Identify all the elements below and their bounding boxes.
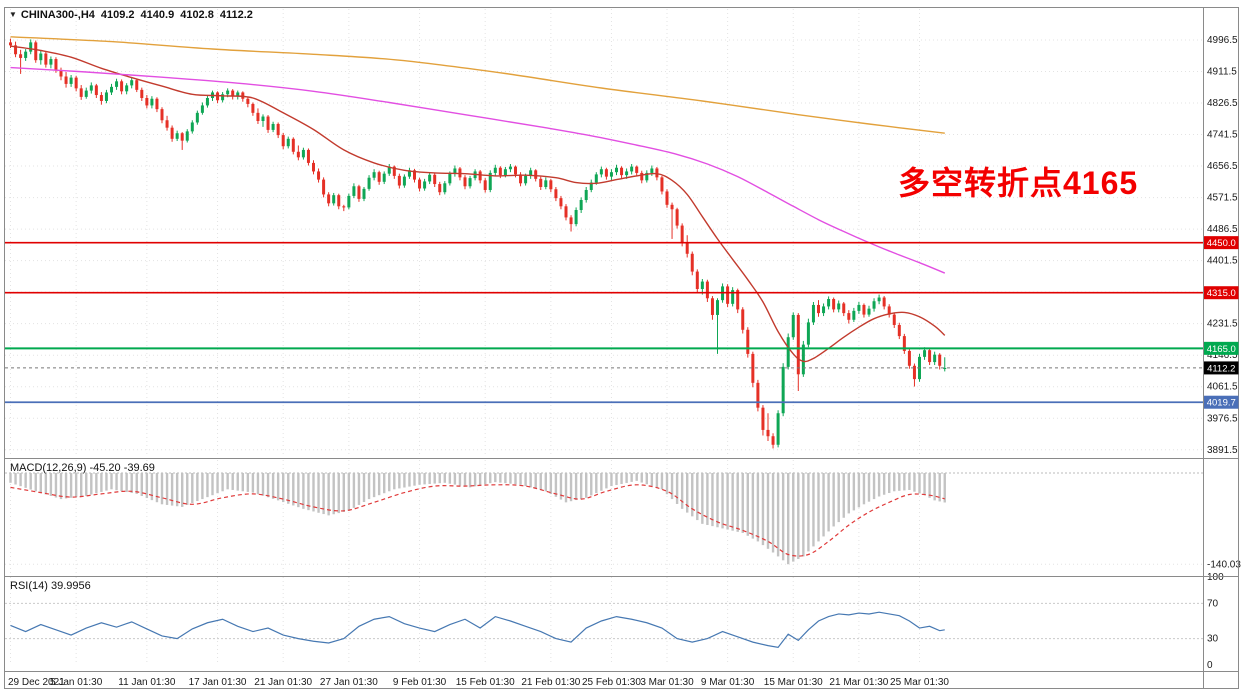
rsi-label: RSI(14) 39.9956: [10, 580, 91, 592]
svg-text:17 Jan 01:30: 17 Jan 01:30: [189, 677, 247, 688]
price-badges: 4450.0 4315.0 4165.0 4019.7 4112.2: [1204, 236, 1239, 409]
ma-fast-line: [10, 45, 946, 363]
annotation-text: 多空转折点4165: [898, 165, 1139, 201]
svg-text:25 Feb 01:30: 25 Feb 01:30: [582, 677, 641, 688]
svg-text:3 Mar 01:30: 3 Mar 01:30: [640, 677, 694, 688]
candles: [9, 38, 947, 449]
price-badge: [1204, 341, 1239, 355]
svg-text:11 Jan 01:30: 11 Jan 01:30: [118, 677, 176, 688]
quote-close: 4112.2: [219, 9, 253, 21]
svg-text:4571.5: 4571.5: [1207, 193, 1238, 204]
quote-open: 4109.2: [100, 9, 135, 21]
rsi-line: [10, 611, 945, 649]
svg-text:3976.5: 3976.5: [1207, 413, 1238, 424]
svg-text:5 Jan 01:30: 5 Jan 01:30: [50, 677, 103, 688]
price-badge: [1204, 236, 1239, 250]
symbol-name: CHINA300-,H4: [20, 9, 95, 21]
svg-text:4911.5: 4911.5: [1207, 66, 1237, 77]
svg-text:70: 70: [1207, 598, 1219, 609]
svg-text:4450.0: 4450.0: [1207, 238, 1236, 249]
svg-text:4826.5: 4826.5: [1207, 98, 1238, 109]
svg-text:0: 0: [1207, 660, 1213, 671]
macd-label: MACD(12,26,9) -45.20 -39.69: [10, 462, 155, 474]
svg-text:29 Dec 2021: 29 Dec 2021: [8, 677, 65, 688]
price-badge: [1204, 286, 1239, 300]
svg-text:4486.5: 4486.5: [1207, 224, 1238, 235]
svg-text:4165.0: 4165.0: [1207, 344, 1236, 355]
macd-signal-line: [10, 484, 945, 557]
symbol-dropdown-icon[interactable]: ▼: [9, 10, 17, 19]
svg-text:30: 30: [1207, 634, 1219, 645]
rsi-axis-labels: 100 70 30 0: [1207, 572, 1224, 671]
svg-text:4061.5: 4061.5: [1207, 382, 1238, 393]
svg-text:4146.5: 4146.5: [1207, 350, 1238, 361]
svg-text:9 Mar 01:30: 9 Mar 01:30: [701, 677, 755, 688]
price-badge: [1204, 395, 1239, 409]
svg-text:100: 100: [1207, 572, 1224, 583]
svg-text:27 Jan 01:30: 27 Jan 01:30: [320, 677, 378, 688]
svg-text:21 Jan 01:30: 21 Jan 01:30: [254, 677, 312, 688]
svg-text:4401.5: 4401.5: [1207, 256, 1238, 267]
svg-text:4996.5: 4996.5: [1207, 35, 1238, 46]
svg-text:25 Mar 01:30: 25 Mar 01:30: [890, 677, 949, 688]
svg-text:4656.5: 4656.5: [1207, 161, 1238, 172]
svg-text:4315.0: 4315.0: [1207, 288, 1236, 299]
svg-text:21 Feb 01:30: 21 Feb 01:30: [521, 677, 580, 688]
price-gridlines: [5, 39, 1203, 451]
macd-histogram: [5, 472, 1203, 565]
svg-text:4112.2: 4112.2: [1207, 363, 1235, 374]
svg-text:9 Feb 01:30: 9 Feb 01:30: [393, 677, 447, 688]
quote-low: 4102.8: [180, 9, 214, 21]
svg-text:15 Mar 01:30: 15 Mar 01:30: [764, 677, 823, 688]
quote-high: 4140.9: [140, 9, 175, 21]
svg-text:3891.5: 3891.5: [1207, 445, 1238, 456]
svg-text:4231.5: 4231.5: [1207, 319, 1238, 330]
ma-mid-line: [10, 66, 946, 274]
symbol-info: ▼ CHINA300-,H4 4109.2 4140.9 4102.8 4112…: [9, 9, 259, 21]
svg-text:21 Mar 01:30: 21 Mar 01:30: [829, 677, 888, 688]
svg-text:15 Feb 01:30: 15 Feb 01:30: [456, 677, 515, 688]
svg-text:4019.7: 4019.7: [1207, 398, 1236, 409]
ma-slow-line: [10, 36, 945, 134]
price-badge: [1204, 361, 1239, 375]
macd-axis-label: -140.03: [1207, 559, 1241, 570]
svg-text:4741.5: 4741.5: [1207, 130, 1238, 141]
